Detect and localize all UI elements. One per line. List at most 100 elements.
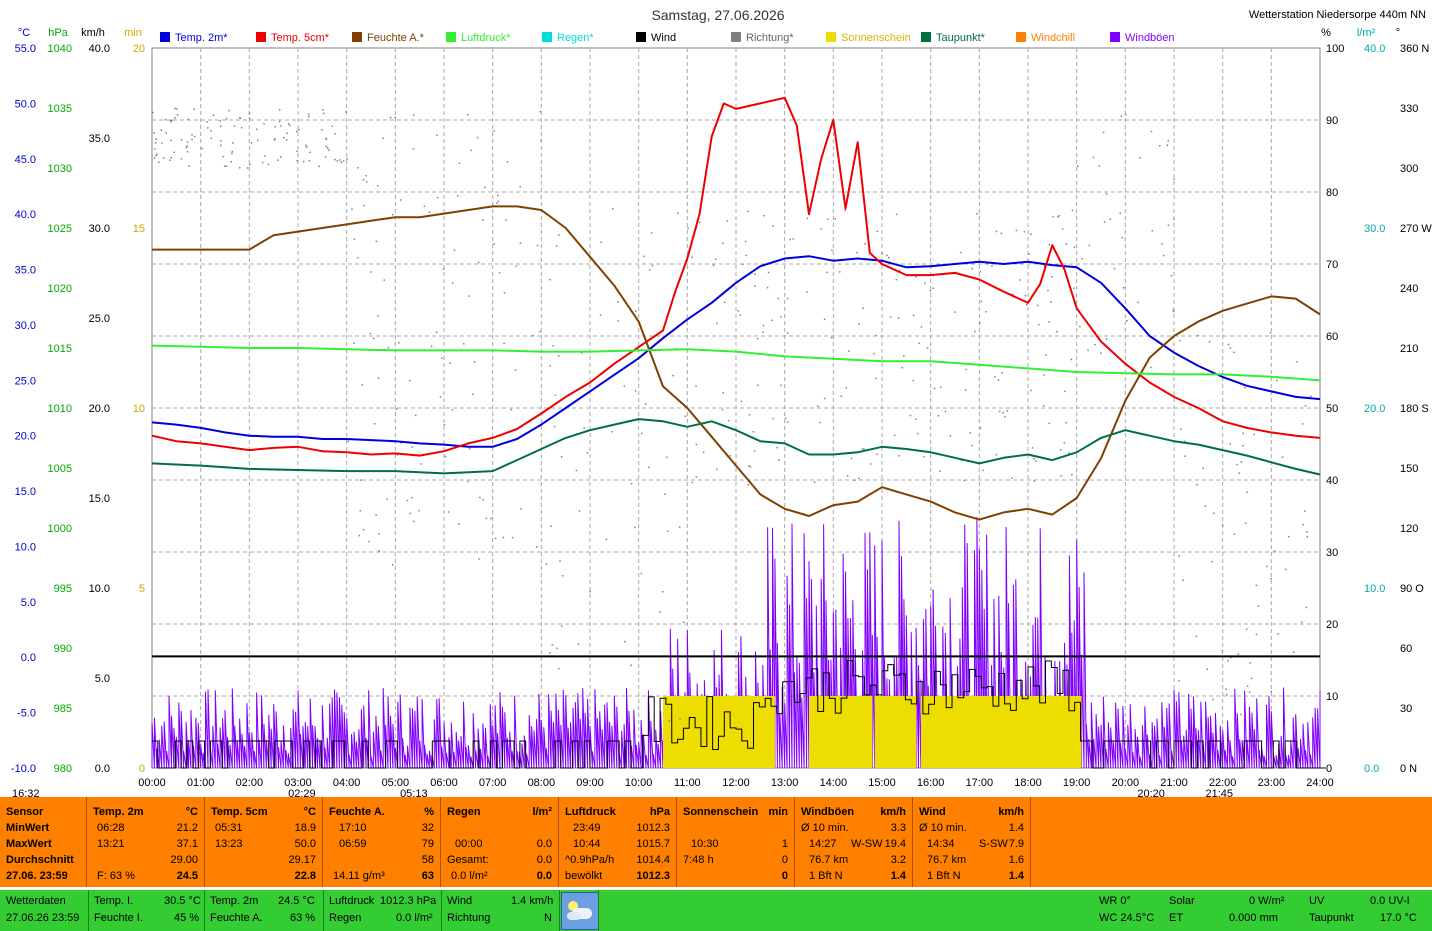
axis-tick-wind: 10.0: [89, 583, 110, 595]
axis-unit-sun: min: [124, 27, 142, 39]
axis-tick-wind: 30.0: [89, 223, 110, 235]
legend-label: Windböen: [1125, 32, 1175, 44]
status-richtung-label: Richtung: [447, 912, 491, 924]
axis-tick-temp: 0.0: [21, 652, 36, 664]
x-tick: 18:00: [1014, 777, 1042, 789]
wind-now: 1.4: [1008, 870, 1024, 882]
axis-tick-press: 995: [54, 583, 72, 595]
boeen-r2-val: 19.4: [884, 838, 906, 850]
axis-tick-dir: 120: [1400, 523, 1418, 535]
axis-tick-rain: 20.0: [1364, 403, 1385, 415]
boeen-r2-dir: W-SW: [851, 838, 883, 850]
weather-cloud-icon: [561, 892, 599, 930]
status-temp-i-label: Temp. I.: [94, 895, 134, 907]
regen-r3-label: 0.0 l/m²: [451, 870, 488, 882]
axis-tick-rain: 40.0: [1364, 43, 1385, 55]
status-temp2m-value: 24.5 °C: [278, 895, 315, 907]
event-label: 21:45: [1206, 788, 1234, 797]
legend-label: Sonnenschein: [841, 32, 911, 44]
x-tick: 04:00: [333, 777, 361, 789]
axis-tick-press: 1035: [48, 103, 72, 115]
axis-unit-press: hPa: [48, 27, 68, 39]
sonne-r2-val: 0: [781, 854, 788, 866]
event-label: 05:13: [400, 788, 428, 797]
chart-title: Samstag, 27.06.2026: [651, 7, 784, 23]
axis-tick-temp: 40.0: [15, 209, 36, 221]
sunshine-block: [920, 696, 1082, 768]
x-tick: 21:00: [1160, 777, 1188, 789]
legend-swatch: [636, 32, 646, 42]
axis-tick-wind: 5.0: [95, 673, 110, 685]
temp5cm-min-val: 18.9: [294, 822, 316, 834]
col-regen-head: Regen: [447, 806, 481, 818]
wind-r1-val: 1.4: [1008, 822, 1024, 834]
luftdruck-max-time: 10:44: [573, 838, 601, 850]
axis-tick-temp: 15.0: [15, 486, 36, 498]
col-temp2m-unit: °C: [185, 806, 198, 818]
sonne-r1-label: 10:30: [691, 838, 719, 850]
status-stamp: 27.06.26 23:59: [6, 912, 80, 924]
x-tick: 06:00: [430, 777, 458, 789]
temp5cm-avg: 29.17: [288, 854, 316, 866]
status-et-value: 0.000 mm: [1229, 912, 1278, 924]
temp5cm-max-time: 13:23: [215, 838, 243, 850]
sunshine-series: [663, 696, 1082, 768]
legend-swatch: [1110, 32, 1120, 42]
row-label-now: 27.06. 23:59: [6, 870, 68, 882]
legend-label: Wind: [651, 32, 676, 44]
axis-tick-sun: 5: [139, 583, 145, 595]
axis-tick-sun: 10: [133, 403, 145, 415]
row-label-avg: Durchschnitt: [6, 854, 74, 866]
legend-label: Feuchte A.*: [367, 32, 425, 44]
x-tick: 01:00: [187, 777, 215, 789]
status-richtung-value: N: [544, 912, 552, 924]
axis-tick-temp: 45.0: [15, 154, 36, 166]
axis-tick-press: 1040: [48, 43, 72, 55]
status-wind-value: 1.4 km/h: [511, 895, 554, 907]
temp2m-max-time: 13:21: [97, 838, 125, 850]
legend-label: Regen*: [557, 32, 594, 44]
axis-unit-hum: %: [1321, 27, 1331, 39]
axis-tick-sun: 0: [139, 763, 145, 775]
axis-tick-temp: 5.0: [21, 597, 36, 609]
axis-tick-hum: 40: [1326, 475, 1338, 487]
axis-tick-hum: 50: [1326, 403, 1338, 415]
legend-swatch: [352, 32, 362, 42]
boeen-r2-time: 14:27: [809, 838, 837, 850]
temp2m-now: 24.5: [176, 870, 198, 882]
col-sonne-unit: min: [768, 806, 788, 818]
wind-r2-dir: S-SW: [979, 838, 1008, 850]
x-tick: 23:00: [1258, 777, 1286, 789]
legend-label: Windchill: [1031, 32, 1075, 44]
axis-tick-press: 1020: [48, 283, 72, 295]
row-label-max: MaxWert: [6, 838, 52, 850]
axis-tick-temp: 20.0: [15, 431, 36, 443]
axis-tick-wind: 15.0: [89, 493, 110, 505]
legend-swatch: [1016, 32, 1026, 42]
statistics-table: Sensor MinWert MaxWert Durchschnitt 27.0…: [0, 797, 1432, 887]
boeen-r3-label: 76.7 km: [809, 854, 849, 866]
legend-label: Temp. 2m*: [175, 32, 228, 44]
axis-tick-rain: 0.0: [1364, 763, 1379, 775]
x-tick: 16:00: [917, 777, 945, 789]
temp2m-min-val: 21.2: [176, 822, 198, 834]
col-feuchte-unit: %: [424, 806, 434, 818]
axis-tick-hum: 10: [1326, 691, 1338, 703]
status-temp2m-label: Temp. 2m: [210, 895, 259, 907]
status-feuchte-a-label: Feuchte A.: [210, 912, 263, 924]
legend-swatch: [160, 32, 170, 42]
status-temp-i-value: 30.5 °C: [164, 895, 201, 907]
col-feuchte: Feuchte A. % 17:10 32 06:59 79 58 14.11 g/…: [323, 797, 441, 887]
status-luftdruck-value: 1012.3 hPa: [380, 895, 437, 907]
x-tick: 03:00: [284, 777, 312, 789]
axis-unit-wind: km/h: [81, 27, 105, 39]
wind-r1-label: Ø 10 min.: [919, 822, 967, 834]
row-label-min: MinWert: [6, 822, 50, 834]
axis-unit-temp: °C: [18, 27, 30, 39]
axis-tick-dir: 90 O: [1400, 583, 1424, 595]
x-tick: 09:00: [576, 777, 604, 789]
col-regen-unit: l/m²: [532, 806, 552, 818]
x-tick: 24:00: [1306, 777, 1334, 789]
station-name: Wetterstation Niedersorpe 440m NN: [1249, 9, 1426, 21]
col-luftdruck-head: Luftdruck: [565, 806, 616, 818]
